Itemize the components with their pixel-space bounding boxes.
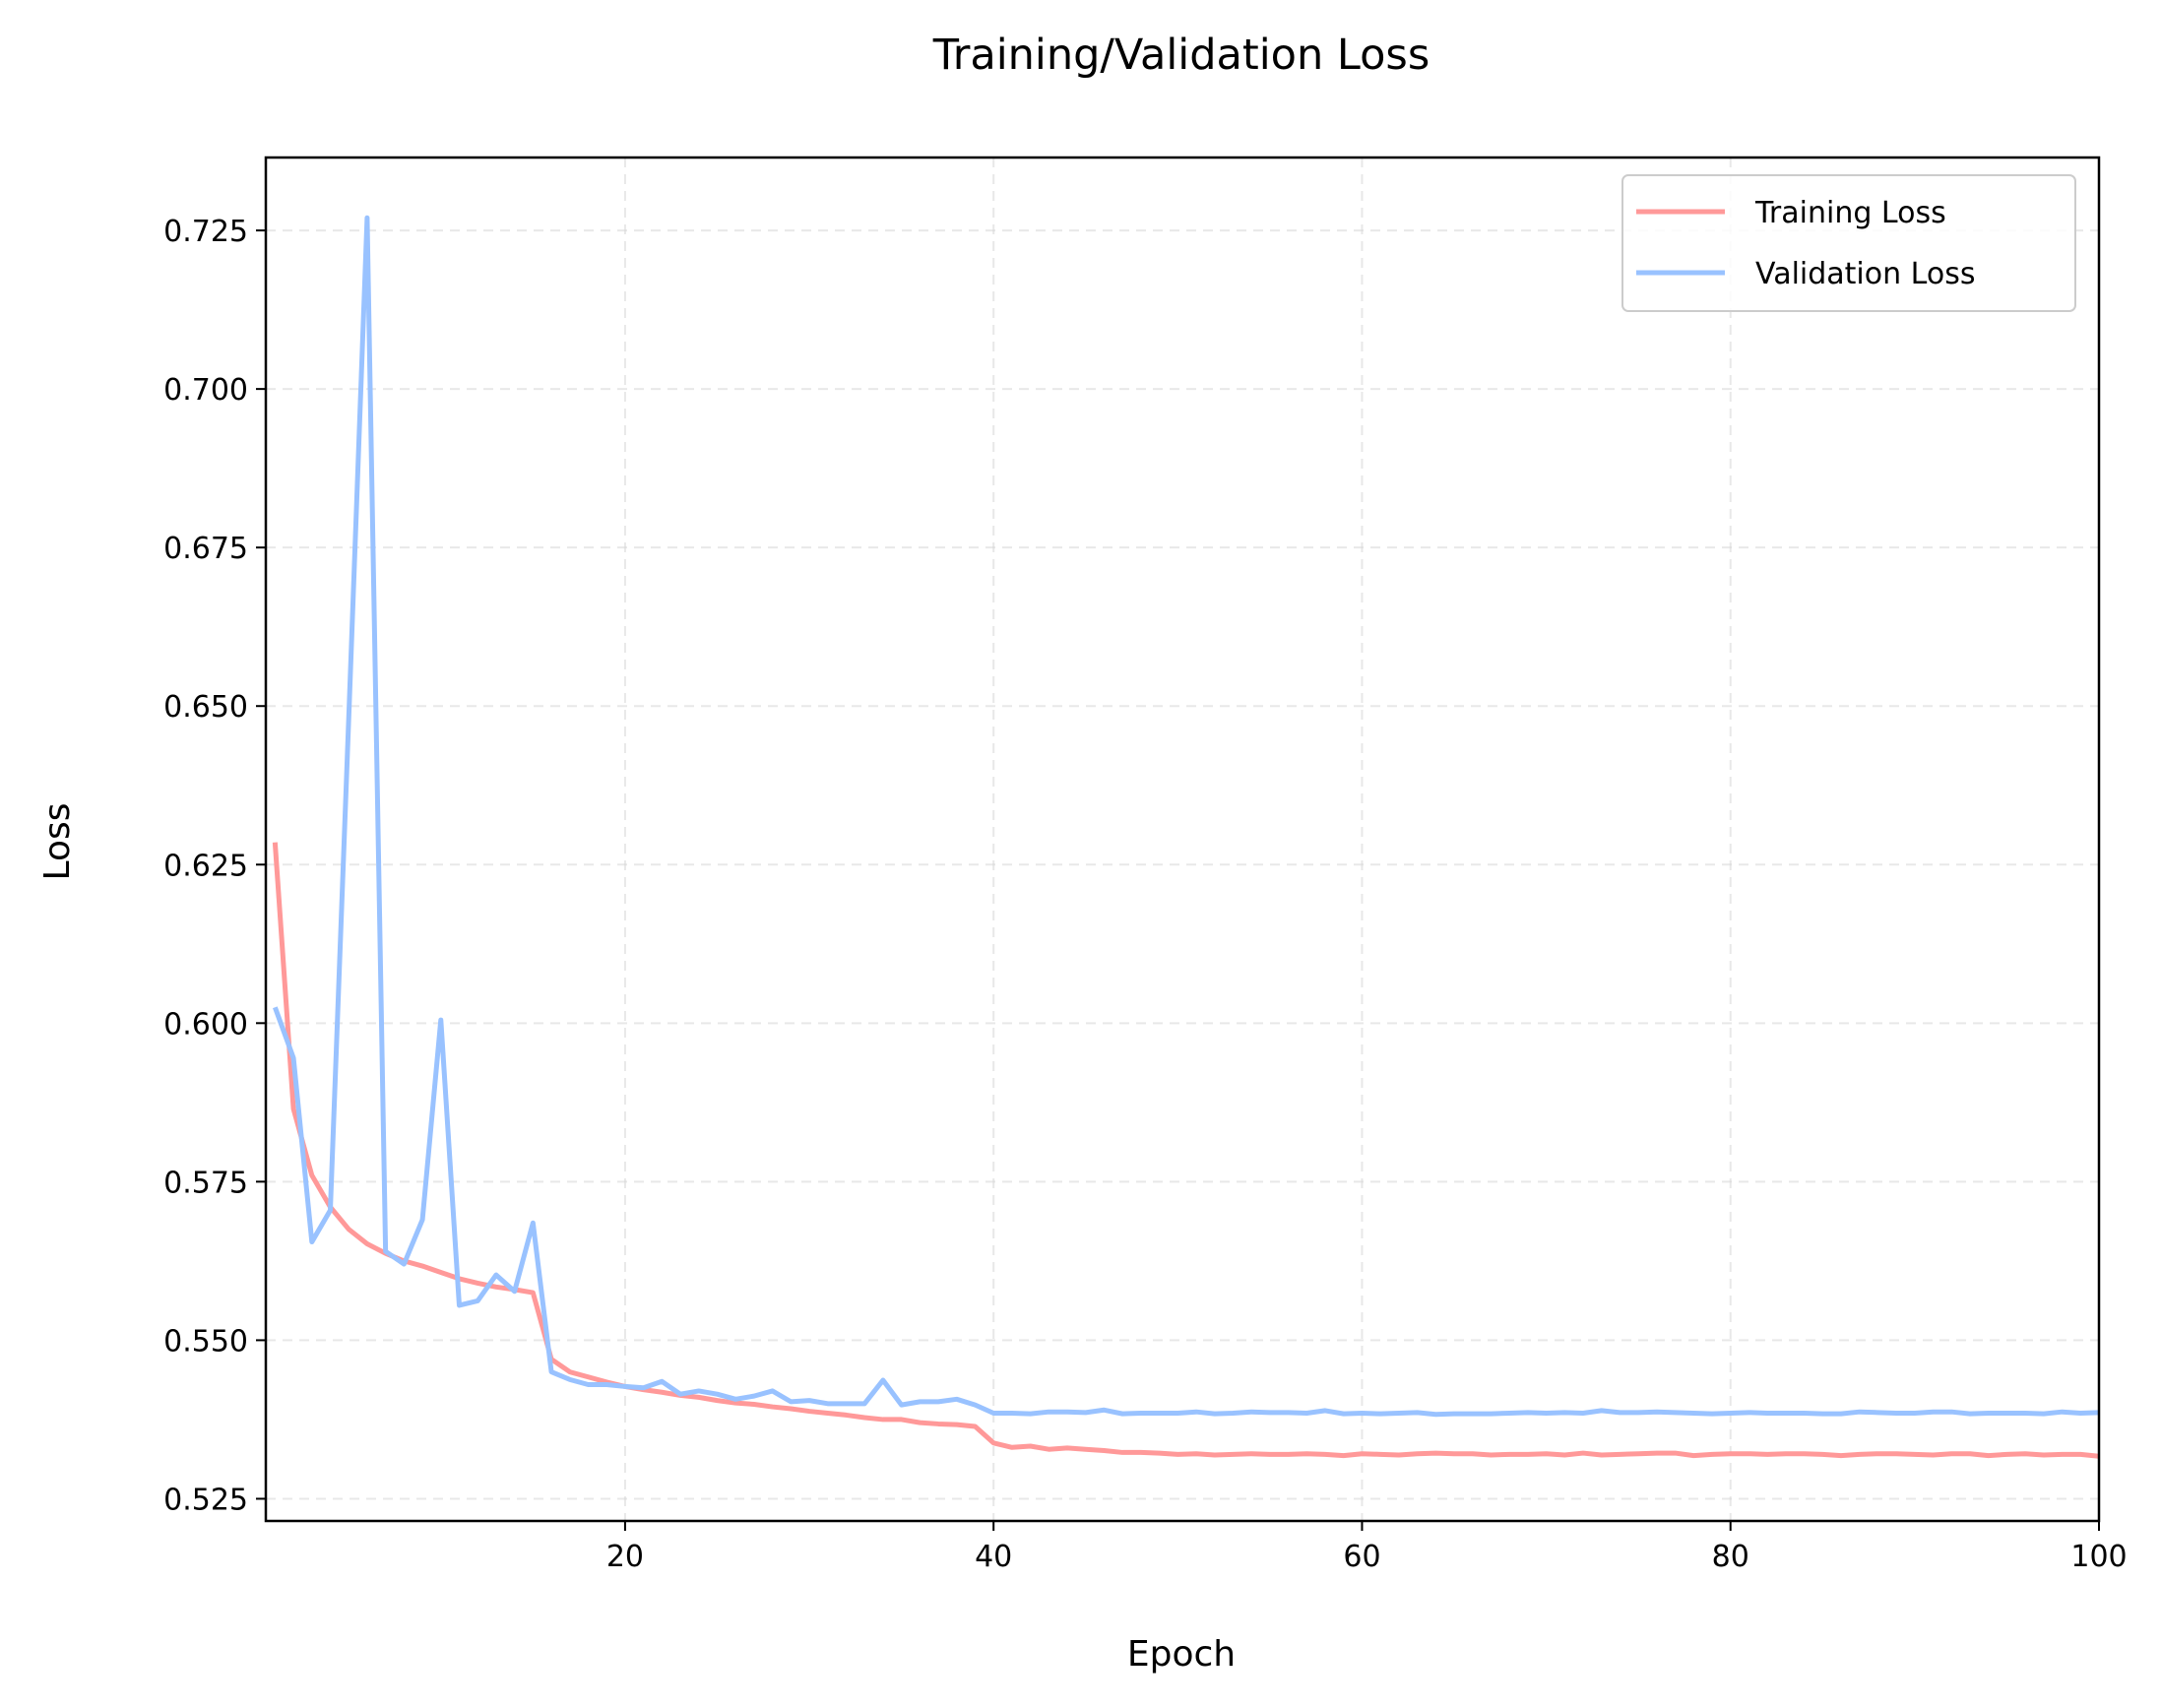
legend-label-validation: Validation Loss	[1755, 257, 1975, 291]
legend: Training Loss Validation Loss	[1621, 174, 2076, 312]
x-tick-label: 80	[1712, 1540, 1749, 1574]
legend-box	[1621, 174, 2076, 312]
chart-title: Training/Validation Loss	[932, 31, 1430, 80]
y-tick-label: 0.600	[163, 1007, 248, 1042]
series-lines	[272, 215, 2099, 1459]
y-tick-label: 0.625	[163, 849, 248, 883]
x-tick-label: 20	[606, 1540, 644, 1574]
training-loss-line	[272, 842, 2099, 1459]
x-tick-label: 100	[2070, 1540, 2127, 1574]
y-tick-label: 0.525	[163, 1483, 248, 1517]
y-tick-label: 0.700	[163, 373, 248, 408]
plot-frame	[264, 156, 2101, 1523]
y-tick-label: 0.550	[163, 1324, 248, 1359]
y-tick-label: 0.675	[163, 532, 248, 566]
y-tick-label: 0.650	[163, 690, 248, 725]
y-axis-title: Loss	[37, 803, 78, 881]
x-tick-label: 60	[1343, 1540, 1380, 1574]
validation-loss-line	[273, 215, 2099, 1418]
legend-label-training: Training Loss	[1754, 196, 1946, 230]
x-axis-title: Epoch	[1127, 1634, 1236, 1675]
grid	[266, 158, 2100, 1521]
y-tick-label: 0.725	[163, 215, 248, 249]
x-tick-label: 40	[975, 1540, 1012, 1574]
axis-ticks: 20 40 60 80 100 0.525 0.550 0.575 0.600 0.625 0.65…	[163, 215, 2128, 1574]
y-tick-label: 0.575	[163, 1166, 248, 1200]
